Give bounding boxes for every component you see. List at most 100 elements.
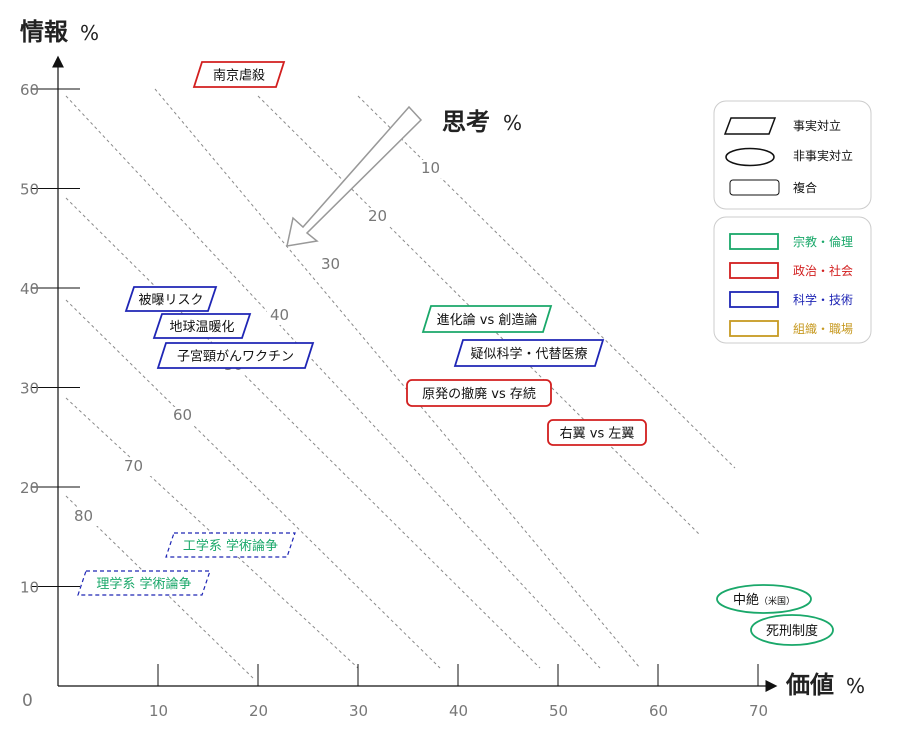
topic-label: 進化論 vs 創造論 [437, 312, 538, 328]
topic-item: 死刑制度 [750, 614, 834, 646]
topic-label: 被曝リスク [138, 293, 203, 308]
thinking-axis-title: 思考 [442, 108, 490, 136]
topic-shape [156, 342, 315, 369]
thinking-iso-line [65, 95, 601, 669]
topic-label: 理学系 学術論争 [96, 576, 191, 592]
topic-shape [406, 379, 552, 407]
x-tick-label: 60 [649, 702, 668, 720]
thinking-iso-line [357, 95, 736, 469]
iso-label-bg [170, 407, 200, 425]
legend-category-label: 宗教・倫理 [793, 234, 853, 249]
y-tick-label: 40 [20, 280, 39, 298]
thinking-iso-line [65, 197, 541, 669]
x-tick-label: 70 [749, 702, 768, 720]
iso-label-bg [318, 256, 348, 274]
thinking-iso-line [65, 495, 256, 681]
iso-label-bg [71, 508, 101, 526]
thinking-level-label: 80 [74, 507, 93, 525]
topic-label: 右翼 vs 左翼 [560, 427, 635, 442]
topic-shape [165, 532, 296, 558]
legend-shapes: 事実対立 非事実対立 複合 [713, 100, 872, 210]
thinking-iso-lines: 1020304050607080 [65, 88, 736, 681]
topic-item: 地球温暖化 [152, 313, 252, 339]
thinking-level-label: 70 [124, 457, 143, 475]
thinking-level-label: 30 [321, 255, 340, 273]
x-tick-label: 10 [149, 702, 168, 720]
topic-shape [453, 339, 605, 367]
topic-shape [192, 61, 286, 88]
y-tick-label: 10 [20, 579, 39, 597]
thinking-level-label: 40 [270, 306, 289, 324]
legend-category-label: 政治・社会 [793, 263, 853, 278]
topic-shape [421, 305, 553, 333]
topic-shape [547, 419, 647, 446]
legend-category-label: 組織・職場 [793, 322, 853, 336]
topic-shape [750, 614, 834, 646]
origin-label: 0 [22, 691, 33, 711]
y-tick-label: 60 [20, 81, 39, 99]
thinking-direction-arrow [286, 105, 423, 247]
iso-label-bg [418, 160, 448, 178]
thinking-arrow-icon [286, 105, 423, 247]
legend-category-label: 科学・技術 [793, 292, 853, 307]
legend-label-composite: 複合 [793, 180, 817, 195]
axes: 10 20 30 40 50 60 70 10 20 30 40 50 60 0 [20, 55, 778, 720]
topic-shape [152, 313, 252, 339]
iso-label-bg [121, 458, 151, 476]
legend-swatch [729, 262, 779, 279]
topic-label: 工学系 学術論争 [183, 538, 278, 554]
thinking-iso-line [154, 88, 641, 669]
thinking-level-label: 60 [173, 406, 192, 424]
legend-swatch [729, 320, 779, 337]
topic-item: 被曝リスク [124, 286, 218, 312]
parallelogram-icon [723, 117, 777, 135]
topic-label: 中絶（米国） [733, 592, 795, 608]
topic-label: 子宮頸がんワクチン [177, 349, 294, 365]
ellipse-icon [725, 147, 775, 167]
topic-item: 理学系 学術論争 [77, 570, 211, 596]
rounded-rect-icon [729, 179, 780, 196]
x-ticks: 10 20 30 40 50 60 70 [149, 664, 768, 720]
topic-item: 疑似科学・代替医療 [453, 339, 605, 367]
topic-item: 子宮頸がんワクチン [156, 342, 315, 369]
y-ticks: 10 20 30 40 50 60 [20, 81, 80, 597]
topic-label: 地球温暖化 [169, 320, 234, 335]
thinking-level-label: 20 [368, 207, 387, 225]
iso-label-bg [267, 307, 297, 325]
thinking-iso-line [257, 95, 701, 536]
y-axis-unit: % [80, 21, 99, 45]
topic-shape [716, 584, 812, 614]
iso-label-bg [365, 208, 395, 226]
thinking-level-label: 10 [421, 159, 440, 177]
topic-item: 原発の撤廃 vs 存続 [406, 379, 552, 407]
topic-item: 右翼 vs 左翼 [547, 419, 647, 446]
x-tick-label: 50 [549, 702, 568, 720]
legend-label-non-fact: 非事実対立 [793, 148, 853, 163]
x-tick-label: 30 [349, 702, 368, 720]
topic-label: 原発の撤廃 vs 存続 [422, 386, 536, 402]
topic-item: 進化論 vs 創造論 [421, 305, 553, 333]
topic-label: 南京虐殺 [213, 68, 265, 84]
thinking-axis-unit: % [503, 111, 522, 135]
y-tick-label: 20 [20, 479, 39, 497]
legend-swatch [729, 233, 779, 250]
topic-label: 死刑制度 [766, 623, 818, 639]
topic-shape [124, 286, 218, 312]
x-tick-label: 40 [449, 702, 468, 720]
legend-label-fact: 事実対立 [793, 118, 841, 133]
y-tick-label: 30 [20, 380, 39, 398]
topic-item: 中絶（米国） [716, 584, 812, 614]
x-axis-unit: % [846, 674, 865, 698]
topic-item: 工学系 学術論争 [165, 532, 296, 558]
y-axis-title: 情報 [20, 18, 69, 46]
topic-label: 疑似科学・代替医療 [470, 346, 587, 362]
topic-shape [77, 570, 211, 596]
x-axis-title: 価値 [785, 671, 834, 699]
topic-item: 南京虐殺 [192, 61, 286, 88]
legend-swatch [729, 291, 779, 308]
y-tick-label: 50 [20, 181, 39, 199]
x-tick-label: 20 [249, 702, 268, 720]
